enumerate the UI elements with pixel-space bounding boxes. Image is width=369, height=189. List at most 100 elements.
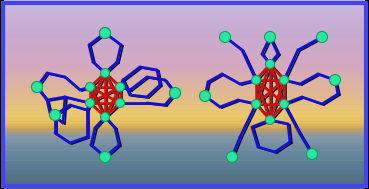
Polygon shape xyxy=(4,91,365,93)
Circle shape xyxy=(266,115,275,125)
Polygon shape xyxy=(4,5,365,6)
Polygon shape xyxy=(4,164,365,165)
Circle shape xyxy=(49,109,61,121)
Polygon shape xyxy=(4,109,365,110)
Polygon shape xyxy=(4,183,365,184)
Polygon shape xyxy=(4,61,365,63)
Circle shape xyxy=(200,91,210,101)
Polygon shape xyxy=(4,169,365,170)
Polygon shape xyxy=(4,175,365,176)
Polygon shape xyxy=(4,165,365,167)
Circle shape xyxy=(31,81,42,92)
Polygon shape xyxy=(4,128,365,129)
Polygon shape xyxy=(4,41,365,43)
Polygon shape xyxy=(4,181,365,183)
Polygon shape xyxy=(4,35,365,36)
Polygon shape xyxy=(4,184,365,186)
Polygon shape xyxy=(4,161,365,162)
Polygon shape xyxy=(4,112,365,113)
Polygon shape xyxy=(4,150,365,151)
Polygon shape xyxy=(4,79,365,80)
Polygon shape xyxy=(4,93,365,94)
Polygon shape xyxy=(4,32,365,33)
Polygon shape xyxy=(4,39,365,41)
Polygon shape xyxy=(4,101,365,102)
Polygon shape xyxy=(4,6,365,8)
Circle shape xyxy=(100,28,110,39)
Circle shape xyxy=(100,28,110,39)
Polygon shape xyxy=(4,72,365,74)
Polygon shape xyxy=(4,82,365,84)
Circle shape xyxy=(330,74,341,85)
Polygon shape xyxy=(4,143,365,145)
Polygon shape xyxy=(4,154,365,156)
Polygon shape xyxy=(4,124,365,126)
Polygon shape xyxy=(4,139,365,140)
Polygon shape xyxy=(4,50,365,52)
Polygon shape xyxy=(4,104,365,105)
Polygon shape xyxy=(4,74,365,76)
Polygon shape xyxy=(4,123,365,124)
Circle shape xyxy=(317,32,328,43)
Polygon shape xyxy=(4,117,365,118)
Polygon shape xyxy=(4,87,365,88)
Polygon shape xyxy=(4,134,365,136)
Circle shape xyxy=(115,83,124,91)
Circle shape xyxy=(100,112,110,122)
Polygon shape xyxy=(4,157,365,159)
Circle shape xyxy=(169,88,180,98)
Polygon shape xyxy=(4,142,365,143)
Polygon shape xyxy=(4,84,365,85)
Polygon shape xyxy=(4,85,365,87)
Polygon shape xyxy=(4,24,365,25)
Circle shape xyxy=(227,152,238,163)
Polygon shape xyxy=(4,98,365,99)
Polygon shape xyxy=(4,60,365,61)
Polygon shape xyxy=(4,63,365,65)
Circle shape xyxy=(252,75,261,84)
Circle shape xyxy=(265,32,276,43)
Polygon shape xyxy=(4,110,365,112)
Circle shape xyxy=(307,149,317,160)
Polygon shape xyxy=(4,131,365,132)
Polygon shape xyxy=(4,52,365,53)
Polygon shape xyxy=(4,76,365,77)
Polygon shape xyxy=(4,47,365,49)
Polygon shape xyxy=(4,162,365,164)
Polygon shape xyxy=(4,180,365,181)
Circle shape xyxy=(115,98,124,108)
Polygon shape xyxy=(4,13,365,14)
Polygon shape xyxy=(4,102,365,104)
Polygon shape xyxy=(4,137,365,139)
Polygon shape xyxy=(4,140,365,142)
Circle shape xyxy=(169,88,180,98)
Polygon shape xyxy=(4,77,365,79)
Polygon shape xyxy=(4,153,365,154)
Polygon shape xyxy=(4,80,365,82)
Polygon shape xyxy=(4,11,365,13)
Polygon shape xyxy=(4,25,365,27)
Polygon shape xyxy=(4,90,365,91)
Polygon shape xyxy=(4,170,365,172)
Polygon shape xyxy=(4,57,365,58)
Circle shape xyxy=(266,60,275,68)
Polygon shape xyxy=(4,22,365,24)
Polygon shape xyxy=(4,53,365,55)
Polygon shape xyxy=(4,38,365,39)
Circle shape xyxy=(86,83,94,91)
Polygon shape xyxy=(4,105,365,107)
Polygon shape xyxy=(4,65,365,66)
Polygon shape xyxy=(4,121,365,123)
Polygon shape xyxy=(4,55,365,57)
Polygon shape xyxy=(4,46,365,47)
Polygon shape xyxy=(4,178,365,180)
Polygon shape xyxy=(4,88,365,90)
Polygon shape xyxy=(4,66,365,68)
Polygon shape xyxy=(4,113,365,115)
Polygon shape xyxy=(4,115,365,117)
Circle shape xyxy=(279,99,289,108)
Polygon shape xyxy=(4,9,365,11)
Polygon shape xyxy=(4,69,365,71)
Polygon shape xyxy=(4,126,365,128)
Polygon shape xyxy=(4,43,365,44)
